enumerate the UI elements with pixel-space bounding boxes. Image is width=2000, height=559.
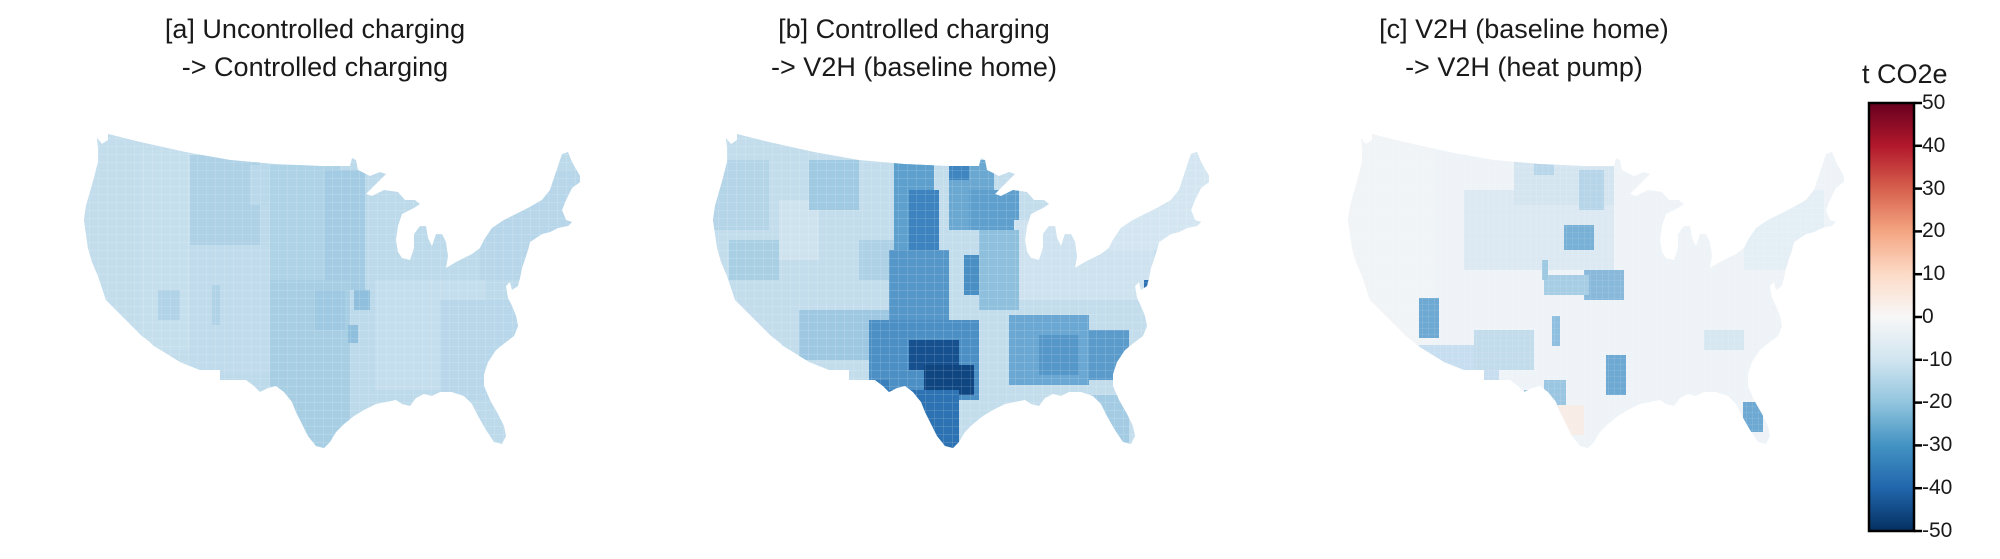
- colorbar-tick-neg50: -50: [1922, 519, 1953, 542]
- colorbar-tick-50: 50: [1922, 91, 1946, 114]
- panel-c-title: [c] V2H (baseline home) -> V2H (heat pum…: [1209, 10, 1839, 86]
- colorbar-tick-10: 10: [1922, 262, 1946, 285]
- panel-a-map: [84, 134, 580, 448]
- colorbar-tick-20: 20: [1922, 219, 1946, 242]
- panel-b-title: [b] Controlled charging -> V2H (baseline…: [599, 10, 1229, 86]
- panel-c: [c] V2H (baseline home) -> V2H (heat pum…: [1264, 0, 1894, 559]
- panel-a-title-line1: [a] Uncontrolled charging: [164, 14, 466, 44]
- panel-c-title-line2: -> V2H (heat pump): [1405, 52, 1643, 82]
- panel-b-title-line2: -> V2H (baseline home): [771, 52, 1057, 82]
- colorbar-tick-neg30: -30: [1922, 433, 1953, 456]
- colorbar-tick-neg20: -20: [1922, 390, 1953, 413]
- panel-a-title-line2: -> Controlled charging: [181, 52, 449, 82]
- colorbar-tick-neg40: -40: [1922, 476, 1953, 499]
- panel-b-title-line1: [b] Controlled charging: [778, 14, 1050, 44]
- panel-a: [a] Uncontrolled charging -> Controlled …: [0, 0, 630, 559]
- colorbar-tick-40: 40: [1922, 134, 1946, 157]
- colorbar-ticks: [1914, 101, 1922, 533]
- panel-b: [b] Controlled charging -> V2H (baseline…: [629, 0, 1259, 559]
- colorbar-tick-30: 30: [1922, 177, 1946, 200]
- panel-b-map: [713, 134, 1209, 448]
- panel-c-title-line1: [c] V2H (baseline home): [1379, 14, 1669, 44]
- panel-a-title: [a] Uncontrolled charging -> Controlled …: [0, 10, 630, 86]
- colorbar-tick-0: 0: [1922, 305, 1934, 328]
- colorbar-tick-neg10: -10: [1922, 348, 1953, 371]
- panel-c-map: [1348, 134, 1844, 448]
